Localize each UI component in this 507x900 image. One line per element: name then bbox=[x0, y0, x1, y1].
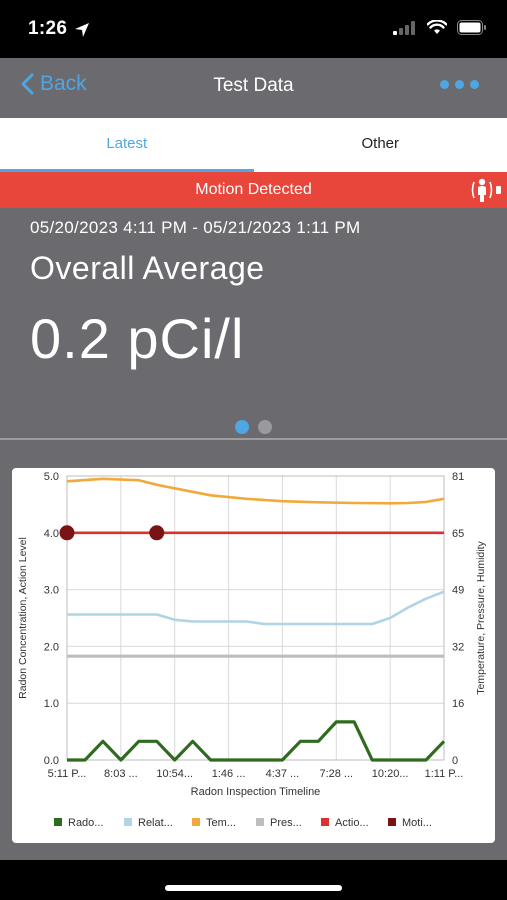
legend-label: Moti... bbox=[402, 817, 432, 829]
legend-label: Pres... bbox=[270, 817, 302, 829]
motion-banner-text: Motion Detected bbox=[195, 181, 312, 198]
y-tick-label: 2.0 bbox=[44, 641, 59, 653]
legend-swatch bbox=[388, 818, 396, 826]
y-tick-label: 0.0 bbox=[44, 755, 59, 767]
legend-label: Rado... bbox=[68, 817, 103, 829]
y2-axis-title: Temperature, Pressure, Humidity bbox=[475, 541, 487, 695]
tab-bar: Latest Other bbox=[0, 118, 507, 172]
y-tick-label: 5.0 bbox=[44, 471, 59, 483]
tab-latest[interactable]: Latest bbox=[0, 118, 254, 172]
x-tick-label: 5:11 P... bbox=[48, 768, 87, 780]
series-line-1 bbox=[67, 590, 445, 626]
average-value: 0.2 pCi/l bbox=[30, 307, 245, 370]
divider bbox=[0, 438, 507, 440]
cellular-signal-icon bbox=[393, 20, 415, 35]
back-button[interactable]: Back bbox=[20, 72, 87, 96]
wifi-icon bbox=[427, 20, 447, 34]
motion-person-icon bbox=[471, 178, 501, 202]
motion-marker bbox=[149, 525, 165, 541]
ellipsis-icon bbox=[440, 80, 449, 89]
home-area bbox=[0, 860, 507, 900]
battery-icon bbox=[457, 20, 486, 35]
average-label: Overall Average bbox=[30, 250, 265, 286]
y-tick-label: 1.0 bbox=[44, 698, 59, 710]
legend-swatch bbox=[321, 818, 329, 826]
more-options-button[interactable] bbox=[440, 80, 479, 89]
home-indicator[interactable] bbox=[165, 885, 342, 891]
x-tick-label: 8:03 ... bbox=[104, 768, 138, 780]
y2-tick-label: 0 bbox=[452, 755, 458, 767]
legend-swatch bbox=[124, 818, 132, 826]
y2-tick-label: 81 bbox=[452, 471, 464, 483]
chart-card: 0.0 1.0 2.0 3.0 4.0 5.0 0 16 32 49 65 81 5:11 P... 8:… bbox=[12, 468, 495, 843]
motion-marker bbox=[59, 525, 75, 541]
y2-tick-label: 49 bbox=[452, 585, 464, 597]
x-tick-label: 1:46 ... bbox=[212, 768, 246, 780]
legend-label: Actio... bbox=[335, 817, 369, 829]
x-tick-label: 4:37 ... bbox=[266, 768, 300, 780]
series-line-2 bbox=[66, 477, 445, 505]
y-axis-title: Radon Concentration, Action Level bbox=[17, 537, 29, 699]
y-tick-label: 3.0 bbox=[44, 585, 59, 597]
y2-tick-label: 32 bbox=[452, 641, 464, 653]
page-dot-1[interactable] bbox=[235, 420, 249, 434]
legend-label: Tem... bbox=[206, 817, 236, 829]
x-tick-label: 10:54... bbox=[156, 768, 193, 780]
legend-swatch bbox=[256, 818, 264, 826]
radon-chart: 0.0 1.0 2.0 3.0 4.0 5.0 0 16 32 49 65 81 5:11 P... 8:… bbox=[17, 471, 487, 829]
x-tick-label: 10:20... bbox=[372, 768, 409, 780]
legend-label: Relat... bbox=[138, 817, 173, 829]
nav-bar: Back Test Data bbox=[0, 58, 507, 118]
summary-panel: 05/20/2023 4:11 PM - 05/21/2023 1:11 PM … bbox=[0, 208, 507, 438]
motion-detected-banner: Motion Detected bbox=[0, 172, 507, 208]
status-indicators bbox=[393, 20, 487, 35]
x-tick-label: 7:28 ... bbox=[319, 768, 353, 780]
x-tick-label: 1:11 P... bbox=[425, 768, 464, 780]
location-arrow-icon bbox=[75, 23, 89, 37]
legend-swatch bbox=[192, 818, 200, 826]
y2-tick-label: 65 bbox=[452, 528, 464, 540]
legend-swatch bbox=[54, 818, 62, 826]
tab-other[interactable]: Other bbox=[361, 135, 399, 152]
page-dot-2[interactable] bbox=[258, 420, 272, 434]
status-time: 1:26 bbox=[28, 18, 68, 39]
y-tick-label: 4.0 bbox=[44, 528, 59, 540]
chart-section: 0.0 1.0 2.0 3.0 4.0 5.0 0 16 32 49 65 81 5:11 P... 8:… bbox=[0, 440, 507, 860]
series-line-0 bbox=[67, 720, 446, 762]
page-title: Test Data bbox=[213, 75, 294, 96]
date-range: 05/20/2023 4:11 PM - 05/21/2023 1:11 PM bbox=[30, 218, 361, 237]
page-indicator bbox=[0, 420, 507, 434]
x-axis-title: Radon Inspection Timeline bbox=[191, 786, 321, 798]
chevron-left-icon bbox=[21, 73, 34, 95]
status-bar: 1:26 bbox=[0, 0, 507, 58]
y2-tick-label: 16 bbox=[452, 698, 464, 710]
back-label: Back bbox=[40, 72, 87, 95]
